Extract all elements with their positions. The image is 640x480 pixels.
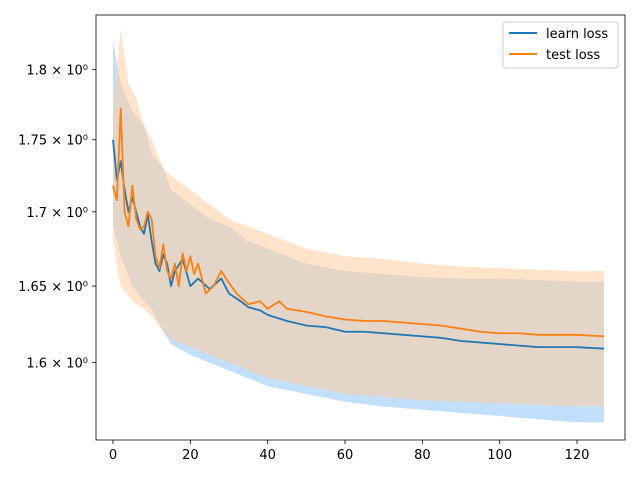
legend: learn loss test loss — [502, 21, 619, 69]
x-axis-ticks: 0 20 40 60 80 100 120 — [109, 440, 590, 463]
band-test-loss — [113, 28, 605, 407]
plot-frame — [95, 14, 626, 441]
x-tick-label: 80 — [414, 448, 431, 463]
y-tick-label: 1.75 × 10⁰ — [18, 134, 88, 149]
line-learn-loss — [112, 139, 605, 350]
x-tick-label: 20 — [182, 448, 199, 463]
y-axis-ticks: 1.6 × 10⁰ 1.65 × 10⁰ 1.7 × 10⁰ 1.75 × 10⁰ 1.… — [18, 64, 96, 372]
y-tick-label: 1.65 × 10⁰ — [18, 280, 88, 295]
x-tick-label: 40 — [259, 448, 276, 463]
legend-label-learn-loss: learn loss — [546, 27, 608, 42]
line-test-loss — [112, 107, 605, 338]
x-tick-label: 100 — [487, 448, 512, 463]
y-tick-label: 1.7 × 10⁰ — [26, 206, 88, 221]
series-lines — [112, 107, 605, 350]
legend-label-test-loss: test loss — [546, 48, 600, 63]
x-tick-label: 60 — [337, 448, 354, 463]
y-tick-label: 1.8 × 10⁰ — [26, 64, 88, 79]
x-tick-label: 0 — [109, 448, 117, 463]
confidence-bands — [113, 28, 605, 423]
y-tick-label: 1.6 × 10⁰ — [26, 357, 88, 372]
x-tick-label: 120 — [565, 448, 590, 463]
